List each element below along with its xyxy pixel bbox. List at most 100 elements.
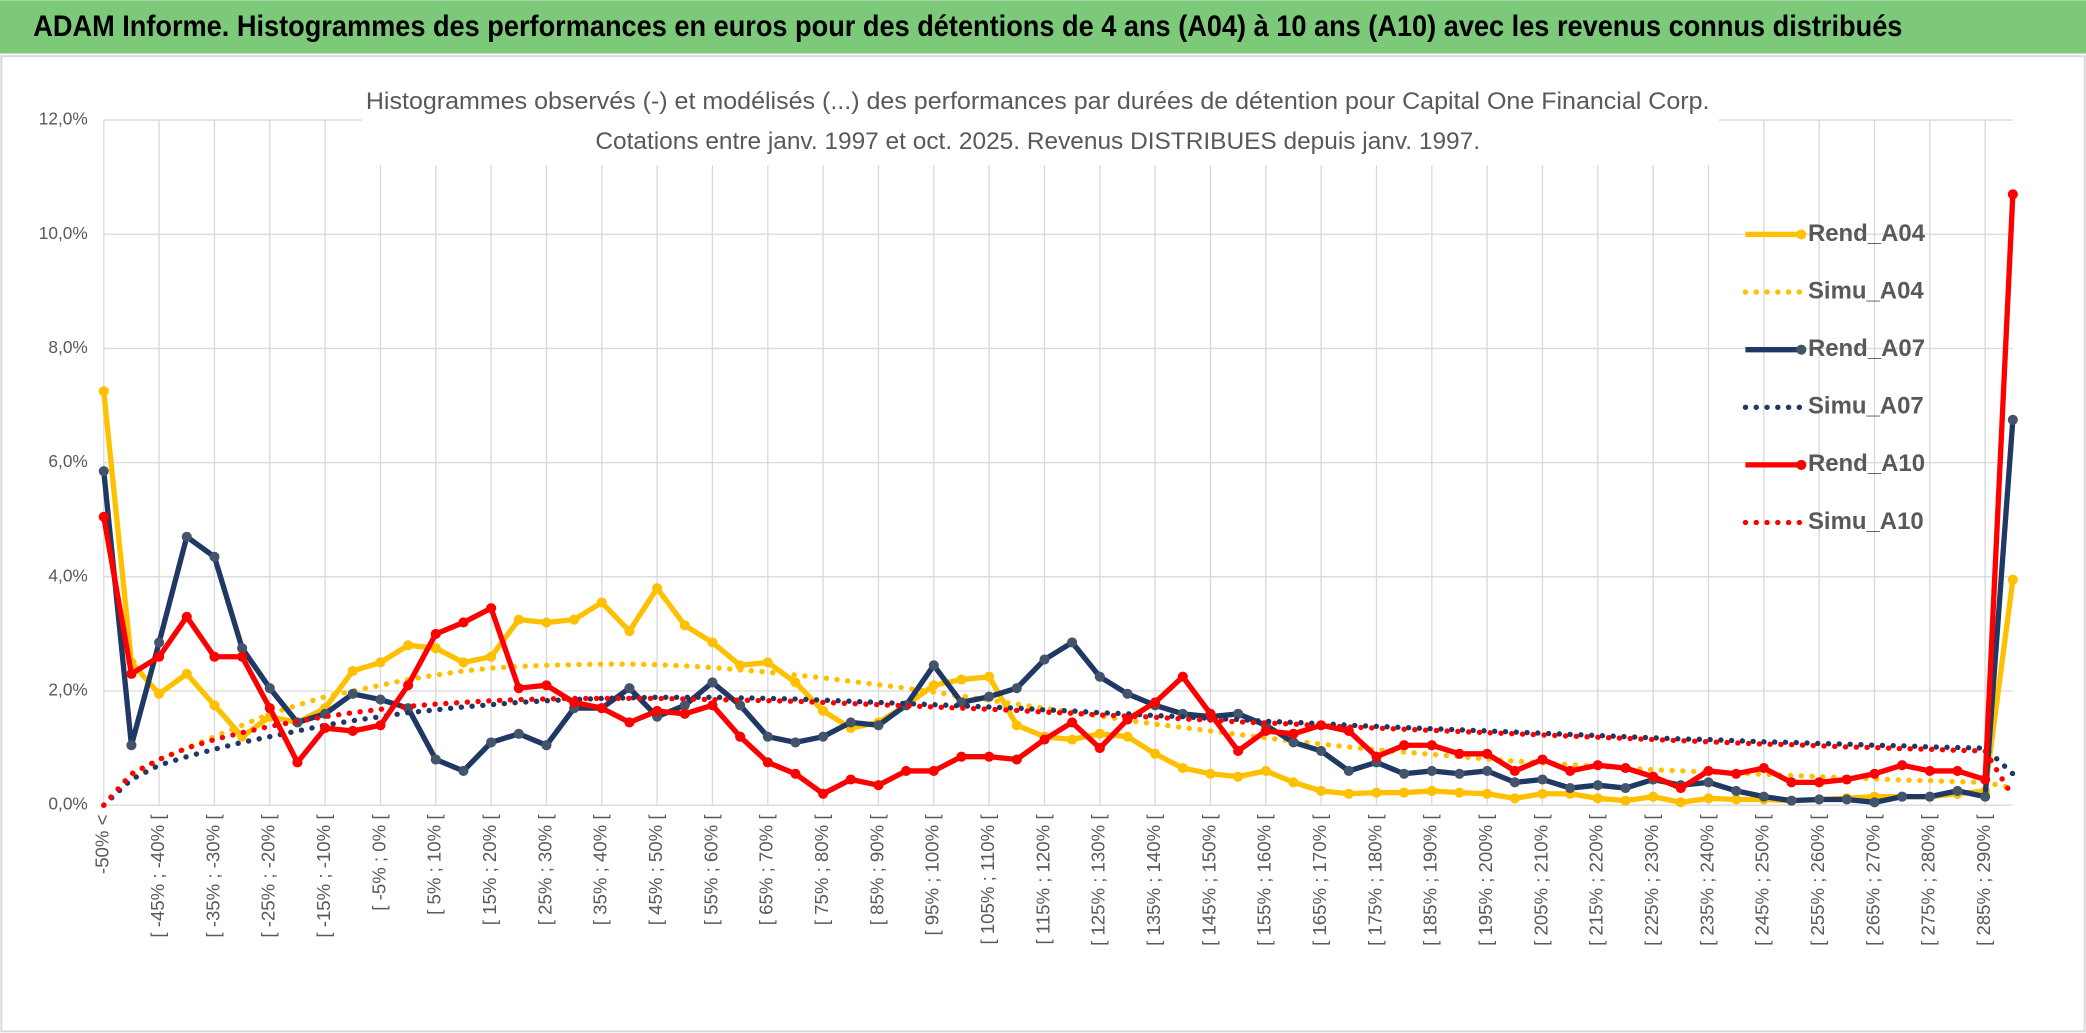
data-point (1288, 737, 1299, 748)
data-point (1731, 768, 1742, 779)
data-point (735, 731, 746, 742)
y-tick-label: 8,0% (48, 337, 87, 357)
x-tick-label: [ 85% ; 90% [ (866, 814, 887, 926)
data-point (845, 717, 856, 728)
data-point (818, 788, 829, 799)
data-point (1482, 748, 1493, 759)
data-point (873, 720, 884, 731)
data-point (1343, 765, 1354, 776)
x-tick-label: -50% < (92, 815, 113, 874)
data-point (1094, 743, 1105, 754)
data-point (624, 683, 635, 694)
data-point (1067, 717, 1078, 728)
header-bar (0, 0, 2086, 54)
data-point (154, 637, 165, 648)
data-point (1454, 787, 1465, 798)
data-point (1288, 728, 1299, 739)
data-point (818, 705, 829, 717)
data-point (181, 611, 192, 622)
data-point (513, 614, 524, 625)
data-point (1980, 774, 1991, 785)
data-point (403, 640, 414, 651)
legend-marker (1796, 459, 1807, 470)
data-point (430, 628, 441, 639)
data-point (1786, 795, 1797, 806)
data-point (430, 643, 441, 654)
chart-frame (0, 55, 2086, 1033)
header-title: ADAM Informe. Histogrammes des performan… (33, 11, 1902, 43)
legend-label: Simu_A04 (1808, 277, 1924, 304)
x-tick-label: [ 105% ; 110% [ (977, 814, 998, 945)
data-point (1233, 771, 1244, 782)
data-point (1343, 788, 1354, 799)
data-point (1426, 740, 1437, 751)
y-tick-label: 4,0% (48, 565, 87, 585)
x-tick-label: [ -45% ; -40% [ (147, 814, 168, 938)
data-point (1592, 793, 1603, 804)
data-point (1177, 763, 1188, 774)
data-point (1814, 794, 1825, 805)
data-point (707, 637, 718, 648)
data-point (624, 625, 635, 637)
series-line (101, 695, 2016, 808)
x-tick-label: [ -15% ; -10% [ (313, 814, 334, 938)
data-point (624, 717, 635, 728)
data-point (1841, 794, 1852, 805)
y-tick-label: 2,0% (48, 680, 87, 700)
y-tick-label: 6,0% (48, 451, 87, 471)
data-point (1288, 777, 1299, 788)
data-point (1565, 783, 1576, 794)
data-point (1260, 765, 1271, 776)
data-point (928, 680, 939, 691)
x-tick-label: [ 215% ; 220% [ (1586, 814, 1607, 946)
data-point (1565, 765, 1576, 776)
data-point (264, 683, 275, 694)
x-tick-label: [ 155% ; 160% [ (1254, 814, 1275, 946)
data-point (2007, 189, 2018, 200)
data-point (1205, 708, 1216, 719)
data-point (154, 688, 165, 699)
legend-label: Simu_A10 (1808, 508, 1924, 535)
x-tick-label: [ 65% ; 70% [ (756, 814, 777, 926)
data-point (790, 677, 801, 688)
data-point (762, 657, 773, 668)
data-point (1869, 797, 1880, 808)
data-point (486, 651, 497, 662)
data-point (375, 694, 386, 705)
data-point (652, 583, 663, 594)
data-point (1758, 791, 1769, 802)
data-point (403, 680, 414, 691)
data-point (1150, 748, 1161, 759)
series-line (101, 194, 2016, 797)
data-point (707, 700, 718, 711)
data-point (375, 720, 386, 731)
data-point (1731, 785, 1742, 796)
legend-label: Rend_A04 (1808, 220, 1926, 247)
x-tick-label: [ 25% ; 30% [ (534, 814, 555, 926)
data-point (596, 703, 607, 714)
data-point (1509, 793, 1520, 804)
data-point (1897, 791, 1908, 802)
chart-subtitle: Cotations entre janv. 1997 et oct. 2025.… (595, 128, 1480, 155)
data-point (1316, 745, 1327, 757)
data-point (1537, 754, 1548, 765)
data-point (98, 466, 109, 477)
x-tick-label: [ 5% ; 10% [ (424, 814, 445, 915)
data-point (1952, 785, 1963, 796)
data-point (1924, 791, 1935, 802)
data-point (1952, 765, 1963, 776)
data-point (1980, 791, 1991, 802)
data-point (790, 768, 801, 779)
data-point (679, 620, 690, 631)
data-point (1371, 751, 1382, 762)
x-tick-label: [ 255% ; 260% [ (1807, 814, 1828, 946)
y-tick-label: 12,0% (39, 109, 88, 129)
x-tick-label: [ 185% ; 190% [ (1420, 814, 1441, 946)
x-tick-label: [ 265% ; 270% [ (1862, 814, 1883, 946)
legend-marker (1796, 344, 1807, 355)
data-point (1316, 785, 1327, 796)
x-tick-label: [ -5% ; 0% [ (368, 814, 389, 911)
data-point (1537, 774, 1548, 785)
x-tick-label: [ 285% ; 290% [ (1973, 814, 1994, 946)
